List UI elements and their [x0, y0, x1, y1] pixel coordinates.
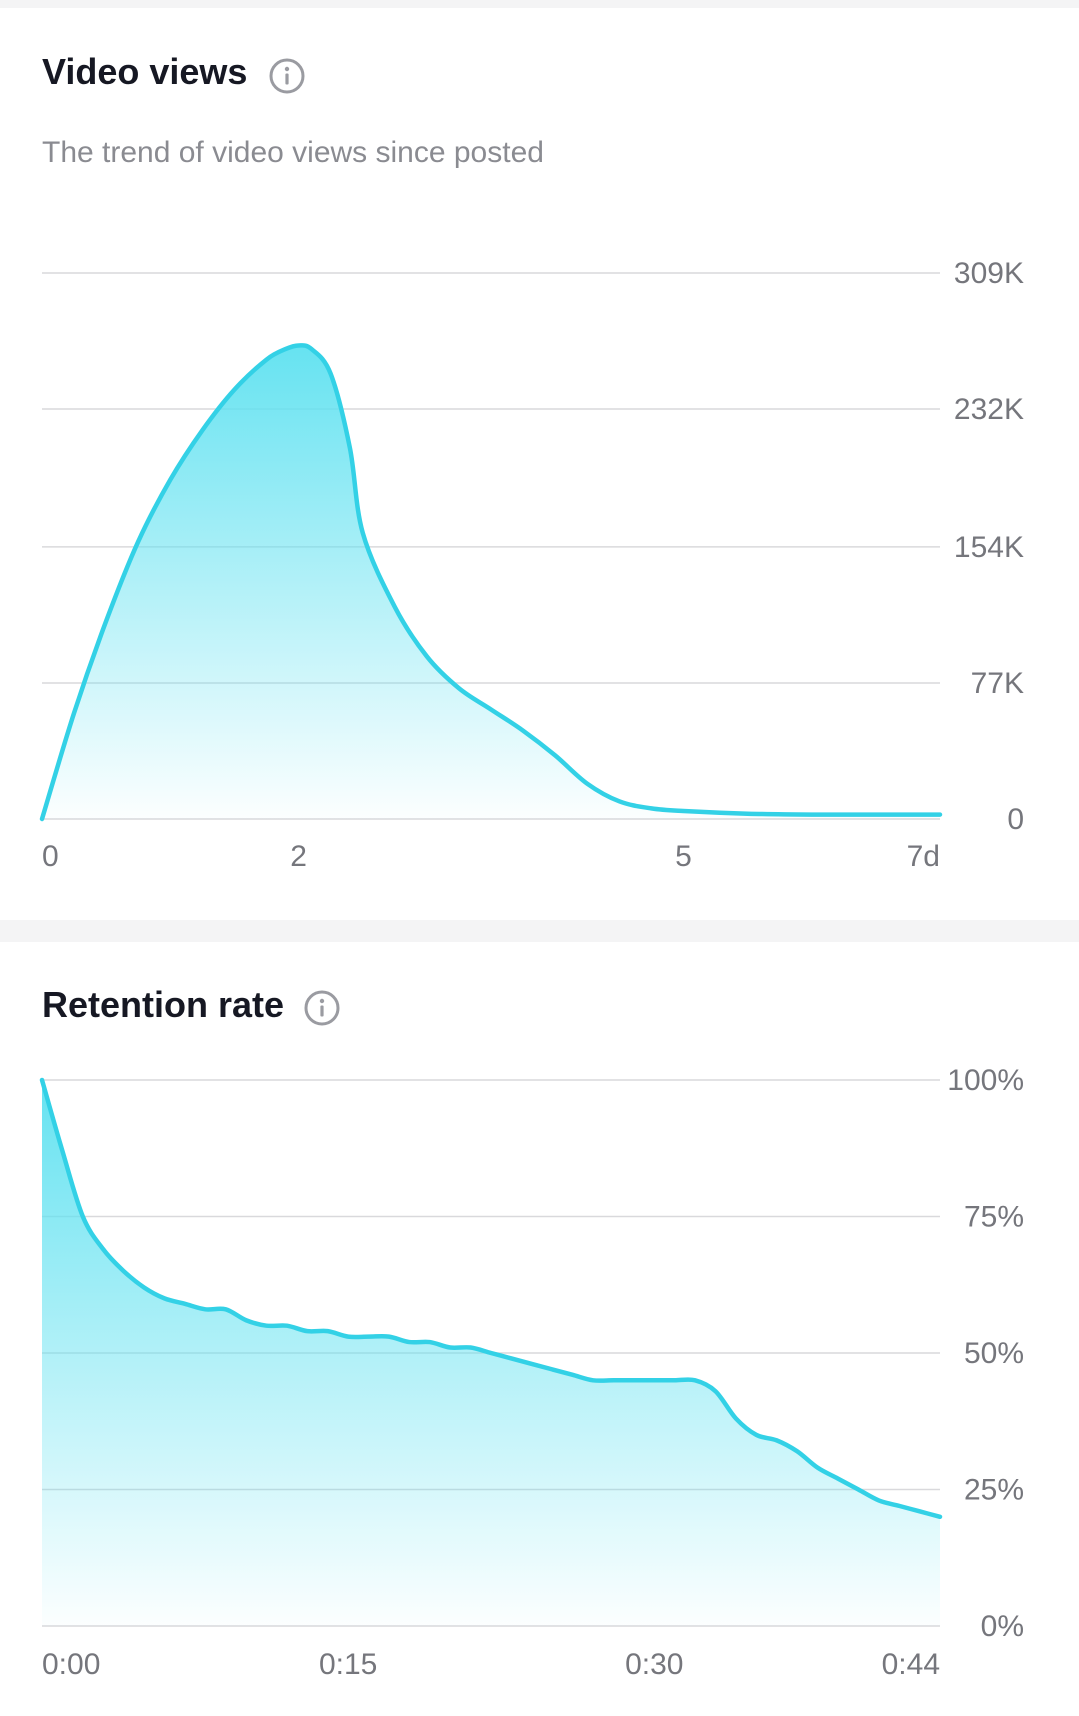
x-tick-label: 0:44: [882, 1648, 940, 1681]
y-tick-label: 100%: [947, 1064, 1024, 1097]
y-tick-label: 25%: [964, 1474, 1024, 1507]
x-tick-label: 0:30: [625, 1648, 683, 1681]
y-tick-label: 50%: [964, 1337, 1024, 1370]
x-tick-label: 0:15: [319, 1648, 377, 1681]
y-tick-label: 75%: [964, 1201, 1024, 1234]
x-tick-label: 0:00: [42, 1648, 100, 1681]
y-tick-label: 0%: [981, 1610, 1024, 1643]
